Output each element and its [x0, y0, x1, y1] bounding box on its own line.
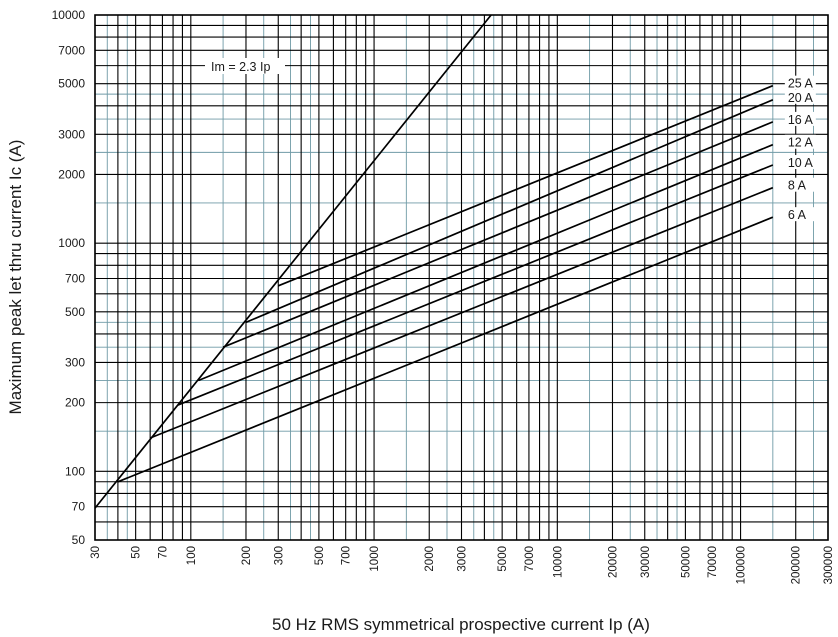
- x-tick-label: 20000: [608, 546, 620, 578]
- y-tick-label: 1000: [58, 236, 85, 250]
- series-line-8-a: [149, 186, 774, 439]
- x-tick-label: 100: [186, 546, 198, 565]
- series-label-bg: [784, 207, 816, 222]
- y-tick-label: 50: [72, 533, 86, 547]
- series-line-16-a: [222, 121, 774, 348]
- series-labels: 25 A20 A 16 A 12 A 10 A 8 A 6 A: [784, 75, 816, 222]
- series-line-12-a: [198, 143, 774, 382]
- y-tick-label: 70: [72, 500, 86, 514]
- x-tick-label: 30: [90, 546, 102, 559]
- series-line-20-a: [245, 99, 774, 324]
- x-tick-label: 200000: [791, 546, 803, 584]
- x-tick-label: 50: [131, 546, 143, 559]
- y-tick-label: 300: [65, 355, 85, 369]
- series-label-bg: [784, 89, 816, 104]
- series-label-bg: [784, 75, 816, 90]
- x-tick-label: 300000: [823, 546, 835, 584]
- series-label-bg: [784, 134, 816, 149]
- x-tick-label: 7000: [524, 546, 536, 572]
- series-label-bg: [784, 111, 816, 126]
- series-label-12-a: 12 A: [788, 136, 814, 150]
- x-tick-label: 30000: [640, 546, 652, 578]
- x-tick-label: 3000: [457, 546, 469, 572]
- series-line-6-a: [117, 216, 774, 483]
- y-tick-label: 10000: [52, 8, 86, 22]
- series-label-8-a: 8 A: [788, 179, 807, 193]
- x-tick-label: 1000: [369, 546, 381, 572]
- y-tick-label: 100: [65, 464, 85, 478]
- series-label-6-a: 6 A: [788, 208, 807, 222]
- x-tick-label: 100000: [736, 546, 748, 584]
- series-line-25-a: [277, 84, 774, 287]
- y-axis-title: Maximum peak let thru current Ic (A): [6, 140, 25, 415]
- plot-area-frame: [94, 14, 829, 541]
- x-tick-label: 300: [273, 546, 285, 565]
- im-annotation: Im = 2.3 Ip: [205, 58, 285, 74]
- x-tick-label: 70000: [707, 546, 719, 578]
- series-label-20-a: 20 A: [788, 91, 814, 105]
- series-line-10-a: [177, 164, 774, 406]
- x-tick-label: 700: [341, 546, 353, 565]
- y-tick-label: 7000: [58, 43, 85, 57]
- x-axis-title: 50 Hz RMS symmetrical prospective curren…: [272, 615, 650, 634]
- x-tick-label: 500: [314, 546, 326, 565]
- x-tick-label: 70: [157, 546, 169, 559]
- y-tick-label: 3000: [58, 127, 85, 141]
- x-tick-label: 5000: [497, 546, 509, 572]
- series-label-10-a: 10 A: [788, 156, 814, 170]
- x-tick-label: 10000: [552, 546, 564, 578]
- series-label-25-a: 25 A: [788, 77, 814, 91]
- series-label-bg: [784, 177, 816, 192]
- y-tick-labels: 10000 7000 5000 3000 2000 1000 700 500 300 200 100…: [52, 8, 86, 547]
- series-line-im-2-3-ip: [94, 14, 492, 509]
- x-tick-label: 200: [241, 546, 253, 565]
- x-tick-label: 2000: [424, 546, 436, 572]
- series-lines: [94, 14, 774, 509]
- series-label-bg: [784, 155, 816, 170]
- series-label-16-a: 16 A: [788, 113, 814, 127]
- y-tick-label: 500: [65, 305, 85, 319]
- y-tick-label: 200: [65, 396, 85, 410]
- y-tick-label: 2000: [58, 167, 85, 181]
- x-tick-label: 50000: [680, 546, 692, 578]
- x-tick-labels: 30 50 70 100 200 300 500 700 1000 2000 3000 5000 700…: [90, 546, 835, 584]
- y-tick-label: 5000: [58, 77, 85, 91]
- im-annotation-text: Im = 2.3 Ip: [211, 60, 270, 74]
- y-tick-label: 700: [65, 272, 85, 286]
